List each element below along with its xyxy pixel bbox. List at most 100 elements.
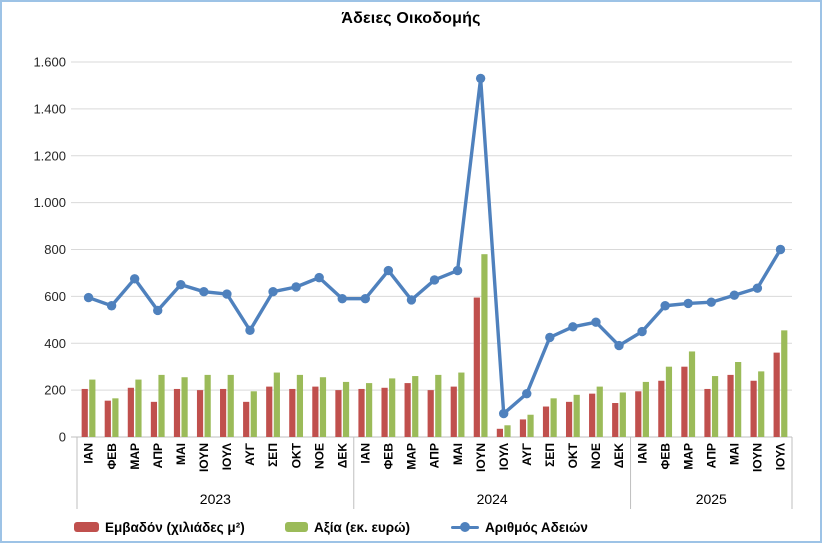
bar-emvadon — [612, 403, 619, 437]
permits-point — [199, 286, 209, 297]
permits-point — [291, 282, 301, 292]
bar-axia — [435, 374, 442, 437]
permits-point — [522, 388, 532, 399]
bar-emvadon — [565, 401, 573, 437]
legend-item-adeies: Αριθμός Αδειών — [451, 514, 588, 540]
y-tick-label: 1.000 — [33, 195, 66, 210]
legend-label-axia: Αξία (εκ. ευρώ) — [314, 519, 411, 535]
bar-emvadon — [658, 380, 665, 437]
bar-emvadon — [681, 366, 688, 437]
permits-point — [314, 272, 324, 283]
legend-item-axia: Αξία (εκ. ευρώ) — [285, 514, 410, 540]
permits-point — [222, 289, 232, 299]
bar-axia — [504, 425, 511, 437]
permits-point — [245, 325, 255, 336]
bar-axia — [550, 398, 557, 437]
month-label: ΦΕΒ — [382, 443, 396, 470]
month-label: ΑΠΡ — [428, 443, 442, 468]
bar-emvadon — [243, 401, 250, 437]
month-label: ΟΚΤ — [566, 442, 580, 468]
month-label: ΜΑΙ — [451, 443, 465, 465]
permits-line — [86, 76, 783, 416]
month-label: ΙΟΥΛ — [220, 443, 234, 470]
permits-point — [268, 286, 278, 297]
month-label: ΜΑΙ — [174, 443, 188, 465]
bar-axia — [181, 377, 188, 437]
y-tick-label: 1.400 — [33, 101, 66, 116]
legend-item-emvadon: Εμβαδόν (χιλιάδες μ²) — [74, 514, 245, 540]
bar-axia — [573, 394, 580, 437]
y-tick-label: 1.600 — [33, 55, 66, 70]
permits-point — [637, 326, 647, 337]
bar-axia — [342, 381, 350, 437]
y-tick-label: 400 — [44, 336, 66, 351]
bar-emvadon — [473, 297, 480, 437]
bar-axia — [758, 371, 765, 437]
bar-emvadon — [773, 352, 780, 437]
bar-emvadon — [750, 380, 757, 437]
month-label: ΑΠΡ — [151, 443, 165, 468]
month-label: ΣΕΠ — [543, 443, 557, 467]
bar-emvadon — [81, 388, 88, 437]
permits-point — [129, 274, 140, 284]
permits-point — [752, 283, 763, 293]
bar-axia — [665, 366, 673, 437]
month-label: ΝΟΕ — [589, 443, 603, 469]
bar-axia — [389, 378, 396, 437]
bar-emvadon — [104, 400, 111, 437]
month-label: ΙΟΥΝ — [197, 443, 211, 472]
permits-point — [360, 294, 371, 304]
axia-bar-swatch-icon — [285, 522, 308, 532]
legend-label-emvadon: Εμβαδόν (χιλιάδες μ²) — [105, 519, 245, 535]
month-label: ΣΕΠ — [266, 443, 280, 467]
permits-point — [106, 301, 117, 311]
bar-emvadon — [266, 386, 273, 437]
bar-axia — [250, 391, 257, 437]
permits-point — [153, 305, 163, 316]
bar-axia — [158, 374, 165, 437]
permits-point — [383, 265, 394, 276]
bar-emvadon — [289, 388, 296, 437]
bar-emvadon — [312, 386, 319, 437]
month-label: ΜΑΡ — [681, 443, 695, 470]
permits-point — [452, 265, 463, 276]
bar-axia — [642, 381, 649, 437]
year-label: 2025 — [696, 491, 727, 507]
permits-point — [176, 279, 186, 290]
bar-axia — [412, 376, 419, 437]
permits-point — [337, 294, 347, 304]
year-label: 2023 — [200, 491, 231, 507]
bar-emvadon — [381, 387, 388, 437]
y-tick-label: 600 — [44, 289, 66, 304]
bar-axia — [319, 377, 327, 437]
bar-emvadon — [127, 387, 134, 437]
bar-emvadon — [220, 388, 227, 437]
permits-point — [406, 295, 417, 305]
chart-title: Άδειες Οικοδομής — [341, 10, 481, 27]
bar-axia — [112, 398, 119, 437]
y-tick-label: 200 — [44, 383, 66, 398]
bar-emvadon — [635, 391, 642, 437]
bar-emvadon — [496, 428, 503, 437]
permits-point — [729, 290, 740, 300]
month-label: ΜΑΡ — [128, 443, 142, 470]
adeies-line-swatch-icon — [451, 521, 479, 533]
legend-label-adeies: Αριθμός Αδειών — [485, 519, 588, 535]
bar-emvadon — [450, 386, 457, 437]
bar-axia — [481, 254, 488, 437]
month-label: ΟΚΤ — [289, 442, 303, 468]
bar-emvadon — [196, 390, 204, 437]
bar-emvadon — [589, 393, 596, 437]
permits-point — [498, 408, 509, 419]
chart-canvas: 0 200 400 600 800 1.000 1.200 1.400 1.600 ΙΑΝ ΦΕΒ Μ… — [33, 55, 793, 509]
month-label: ΙΟΥΛ — [774, 443, 788, 470]
bar-emvadon — [358, 388, 365, 437]
bar-emvadon — [335, 390, 342, 437]
month-label: ΑΠΡ — [704, 443, 718, 468]
month-label: ΙΟΥΝ — [751, 443, 765, 472]
permits-point — [475, 73, 486, 84]
bar-axia — [527, 414, 534, 437]
emvadon-bar-swatch-icon — [74, 522, 99, 532]
bar-axia — [619, 392, 626, 437]
